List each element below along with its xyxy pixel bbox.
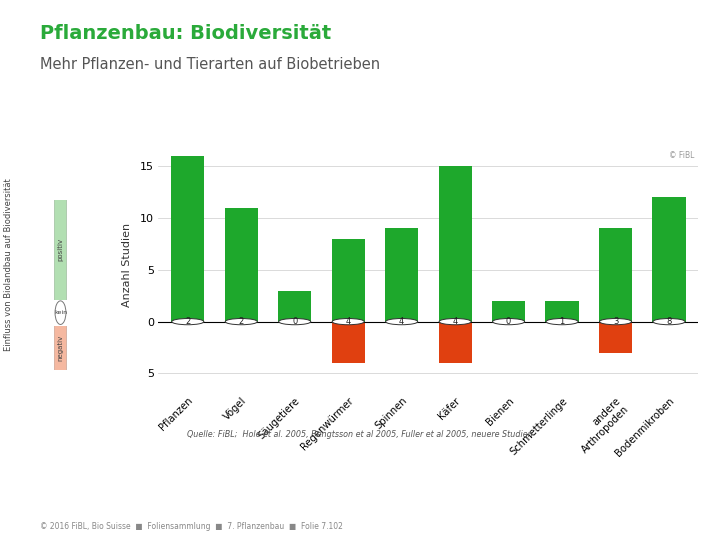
Bar <box>652 197 685 322</box>
Text: 3: 3 <box>613 317 618 326</box>
Bar <box>171 156 204 322</box>
Text: 0: 0 <box>292 317 297 326</box>
Text: Quelle: FiBL;  Hole et al. 2005, Bengtsson et al 2005, Fuller et al 2005, neuere: Quelle: FiBL; Hole et al. 2005, Bengtsso… <box>187 430 533 439</box>
Text: 2: 2 <box>238 317 244 326</box>
Text: Einfluss von Biolandbau auf Biodiversität: Einfluss von Biolandbau auf Biodiversitä… <box>4 178 13 351</box>
Circle shape <box>439 319 471 325</box>
Circle shape <box>55 301 66 325</box>
Text: kein: kein <box>54 310 67 315</box>
Circle shape <box>600 319 631 325</box>
Text: © FiBL: © FiBL <box>670 151 695 160</box>
Text: Mehr Pflanzen- und Tierarten auf Biobetrieben: Mehr Pflanzen- und Tierarten auf Biobetr… <box>40 57 379 72</box>
Text: 2: 2 <box>185 317 190 326</box>
Bar <box>225 207 258 322</box>
Text: 8: 8 <box>666 317 672 326</box>
Bar <box>438 322 472 363</box>
Bar <box>385 228 418 322</box>
Text: 4: 4 <box>452 317 458 326</box>
Circle shape <box>279 319 311 325</box>
Text: 1: 1 <box>559 317 564 326</box>
Circle shape <box>225 319 257 325</box>
FancyBboxPatch shape <box>54 197 67 303</box>
Text: 4: 4 <box>399 317 405 326</box>
Text: negativ: negativ <box>58 335 63 361</box>
Bar <box>599 322 632 353</box>
Circle shape <box>653 319 685 325</box>
Bar <box>332 239 365 322</box>
Bar <box>546 301 579 322</box>
Circle shape <box>172 319 204 325</box>
Circle shape <box>332 319 364 325</box>
Text: positiv: positiv <box>58 238 63 261</box>
Text: Pflanzenbau: Biodiversität: Pflanzenbau: Biodiversität <box>40 24 331 43</box>
Bar <box>599 228 632 322</box>
Circle shape <box>492 319 525 325</box>
FancyBboxPatch shape <box>54 325 67 371</box>
Text: 0: 0 <box>506 317 511 326</box>
Bar <box>332 322 365 363</box>
Circle shape <box>546 319 578 325</box>
Bar <box>438 166 472 322</box>
Bar <box>278 291 311 322</box>
Y-axis label: Anzahl Studien: Anzahl Studien <box>122 222 132 307</box>
Circle shape <box>386 319 418 325</box>
Text: 4: 4 <box>346 317 351 326</box>
Text: © 2016 FiBL, Bio Suisse  ■  Foliensammlung  ■  7. Pflanzenbau  ■  Folie 7.102: © 2016 FiBL, Bio Suisse ■ Foliensammlung… <box>40 522 343 531</box>
Bar <box>492 301 525 322</box>
